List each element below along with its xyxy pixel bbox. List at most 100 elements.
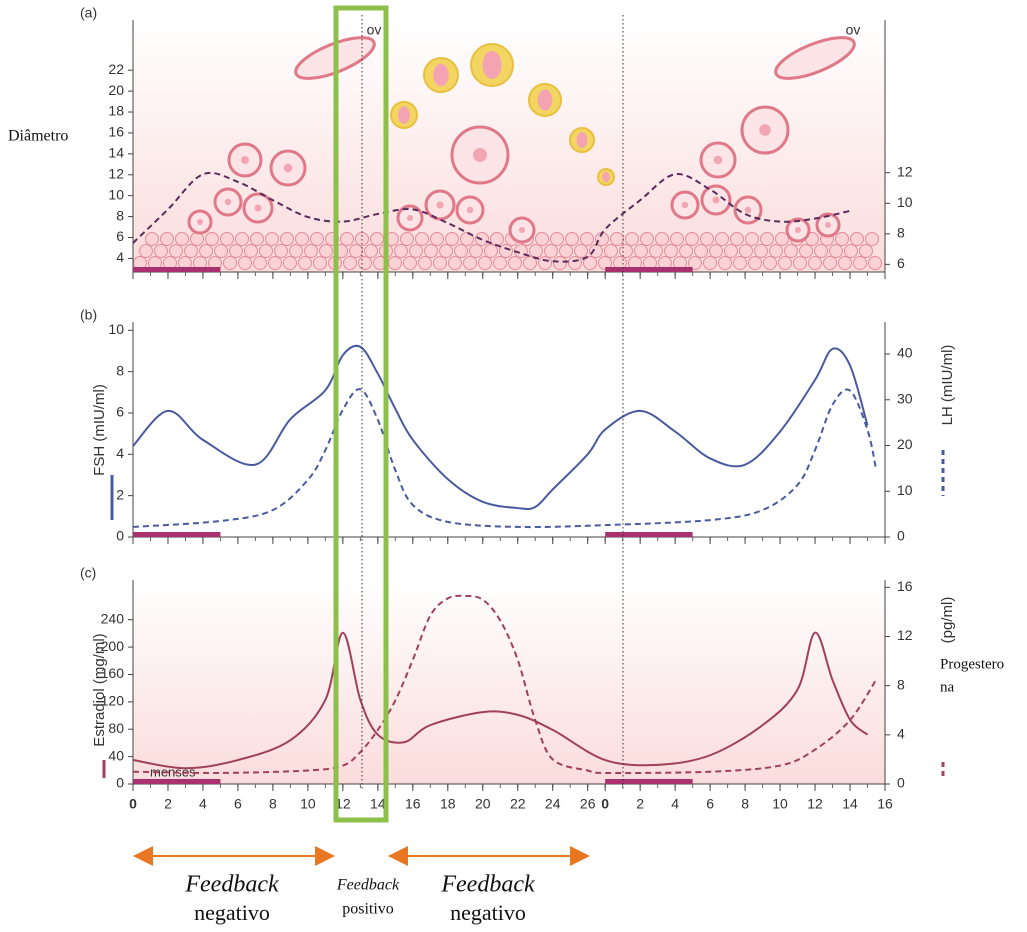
follicle [400, 232, 414, 246]
follicle [604, 244, 618, 258]
y-axis-label: Estradiol (mg/ml) [91, 633, 108, 746]
series-line [132, 344, 869, 511]
follicle [439, 244, 453, 258]
follicle [424, 244, 438, 258]
x-tick-label: 4 [199, 796, 207, 812]
oocyte [407, 215, 413, 221]
y2-tick-label: 40 [897, 345, 913, 361]
follicle [799, 244, 813, 258]
follicle [415, 232, 429, 246]
follicle [343, 256, 357, 270]
feedback-label: Feedback [336, 877, 400, 894]
x-tick-label: 10 [772, 796, 788, 812]
corpus-luteum-core [398, 106, 410, 124]
panel-label: (b) [80, 307, 97, 323]
y-tick-label: 16 [108, 124, 124, 140]
follicle [814, 244, 828, 258]
follicle [574, 244, 588, 258]
follicle [220, 232, 234, 246]
ov-label: ov [846, 22, 861, 38]
oocyte [224, 198, 232, 206]
follicle [259, 244, 273, 258]
follicle [454, 244, 468, 258]
follicle [853, 256, 867, 270]
follicle [388, 256, 402, 270]
follicle [184, 244, 198, 258]
follicle [568, 256, 582, 270]
follicle [490, 232, 504, 246]
panel-label: (c) [80, 565, 96, 581]
follicle [460, 232, 474, 246]
follicle [718, 256, 732, 270]
follicle [145, 232, 159, 246]
oocyte [825, 222, 831, 228]
y2-tick-label: 0 [897, 775, 905, 791]
follicle [829, 244, 843, 258]
follicle [679, 244, 693, 258]
corpus-luteum-core [433, 63, 449, 87]
follicle [295, 232, 309, 246]
follicle [430, 232, 444, 246]
follicle [823, 256, 837, 270]
follicle [283, 256, 297, 270]
follicle [724, 244, 738, 258]
follicle [760, 232, 774, 246]
follicle [508, 256, 522, 270]
follicle [364, 244, 378, 258]
y2-tick-label: 4 [897, 726, 905, 742]
x-tick-label: 24 [545, 796, 561, 812]
follicle [250, 232, 264, 246]
follicle [409, 244, 423, 258]
follicle [850, 232, 864, 246]
y-tick-label: 22 [108, 61, 124, 77]
oocyte [712, 196, 720, 204]
follicle [523, 256, 537, 270]
follicle [448, 256, 462, 270]
y-tick-label: 12 [108, 165, 124, 181]
oocyte [744, 206, 752, 214]
follicle [433, 256, 447, 270]
panel-background [133, 580, 885, 784]
follicle [493, 256, 507, 270]
y-tick-label: 4 [116, 249, 124, 265]
follicle [619, 244, 633, 258]
follicle [289, 244, 303, 258]
follicle [403, 256, 417, 270]
follicle [235, 232, 249, 246]
oocyte [795, 227, 801, 233]
feedback-label: negativo [194, 900, 270, 925]
y-tick-label: 200 [101, 638, 125, 654]
y-tick-label: 6 [116, 228, 124, 244]
follicle [715, 232, 729, 246]
y-tick-label: 8 [116, 207, 124, 223]
follicle [529, 244, 543, 258]
follicle [784, 244, 798, 258]
y2-axis-label: (pg/ml) [939, 597, 956, 644]
follicle [445, 232, 459, 246]
follicle [763, 256, 777, 270]
x-tick-label: 2 [164, 796, 172, 812]
ov-label: ov [367, 22, 382, 38]
follicle [745, 232, 759, 246]
follicle [865, 232, 879, 246]
x-tick-label: 2 [636, 796, 644, 812]
x-tick-label: 26 [580, 796, 596, 812]
follicle [538, 256, 552, 270]
panel-label: (a) [80, 5, 97, 21]
y-tick-label: 8 [116, 362, 124, 378]
follicle [844, 244, 858, 258]
follicle [664, 244, 678, 258]
follicle [868, 256, 882, 270]
follicle [463, 256, 477, 270]
x-tick-label: 20 [475, 796, 491, 812]
y-axis-label: FSH (mIU/ml) [91, 384, 108, 476]
follicle [544, 244, 558, 258]
follicle [280, 232, 294, 246]
follicle [748, 256, 762, 270]
follicle [775, 232, 789, 246]
feedback-label: Feedback [440, 872, 535, 898]
follicle [634, 244, 648, 258]
follicle [268, 256, 282, 270]
follicle [774, 36, 856, 80]
